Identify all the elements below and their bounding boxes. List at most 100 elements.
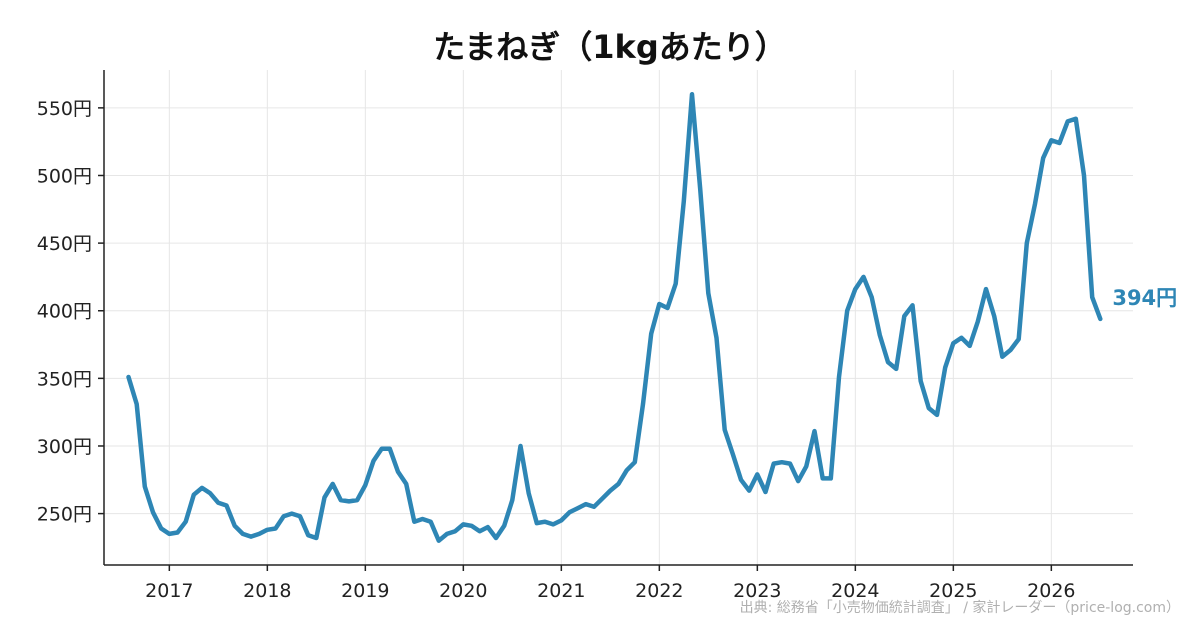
data-point bbox=[592, 505, 596, 509]
data-point bbox=[764, 490, 768, 494]
data-point bbox=[813, 429, 817, 433]
data-point bbox=[804, 464, 808, 468]
x-tick-label: 2021 bbox=[537, 580, 585, 602]
data-point bbox=[1025, 241, 1029, 245]
data-point bbox=[290, 512, 294, 516]
data-point bbox=[723, 428, 727, 432]
x-tick-label: 2020 bbox=[439, 580, 487, 602]
data-point bbox=[715, 336, 719, 340]
data-point bbox=[608, 489, 612, 493]
data-point bbox=[429, 520, 433, 524]
data-point bbox=[519, 444, 523, 448]
data-point bbox=[674, 282, 678, 286]
data-point bbox=[1009, 348, 1013, 352]
data-point bbox=[135, 402, 139, 406]
data-point bbox=[151, 510, 155, 514]
data-point bbox=[951, 341, 955, 345]
data-point bbox=[265, 528, 269, 532]
data-point bbox=[919, 379, 923, 383]
data-point bbox=[355, 498, 359, 502]
data-point bbox=[535, 521, 539, 525]
data-point bbox=[690, 92, 694, 96]
x-tick-label: 2018 bbox=[243, 580, 291, 602]
data-point bbox=[347, 499, 351, 503]
data-point bbox=[1074, 117, 1078, 121]
data-point bbox=[127, 375, 131, 379]
data-point bbox=[600, 497, 604, 501]
y-tick-label: 550円 bbox=[37, 98, 92, 120]
data-point bbox=[706, 291, 710, 295]
data-point bbox=[159, 527, 163, 531]
data-point bbox=[625, 468, 629, 472]
data-point bbox=[780, 460, 784, 464]
data-point bbox=[862, 275, 866, 279]
data-point bbox=[821, 476, 825, 480]
data-point bbox=[445, 532, 449, 536]
data-point bbox=[1066, 119, 1070, 123]
x-tick-label: 2017 bbox=[145, 580, 193, 602]
data-point bbox=[176, 531, 180, 535]
data-point bbox=[339, 498, 343, 502]
data-point bbox=[551, 522, 555, 526]
data-point bbox=[233, 524, 237, 528]
data-point bbox=[1049, 138, 1053, 142]
data-point bbox=[902, 314, 906, 318]
chart-title: たまねぎ（1kgあたり） bbox=[433, 28, 787, 66]
data-point bbox=[200, 486, 204, 490]
data-point bbox=[208, 491, 212, 495]
data-point bbox=[935, 413, 939, 417]
data-point bbox=[143, 485, 147, 489]
source-note: 出典: 総務省「小売物価統計調査」 / 家計レーダー（price-log.com… bbox=[740, 599, 1180, 616]
data-point bbox=[306, 533, 310, 537]
data-point bbox=[788, 462, 792, 466]
data-point bbox=[380, 447, 384, 451]
data-point bbox=[372, 459, 376, 463]
data-point bbox=[943, 366, 947, 370]
data-point bbox=[470, 524, 474, 528]
data-point bbox=[1098, 317, 1102, 321]
data-point bbox=[184, 520, 188, 524]
data-point bbox=[1000, 355, 1004, 359]
data-point bbox=[241, 532, 245, 536]
data-point bbox=[886, 360, 890, 364]
data-point bbox=[992, 314, 996, 318]
data-point bbox=[731, 452, 735, 456]
gridlines bbox=[104, 70, 1133, 565]
data-point bbox=[870, 295, 874, 299]
data-point bbox=[167, 532, 171, 536]
data-point bbox=[976, 320, 980, 324]
data-point bbox=[331, 482, 335, 486]
data-point bbox=[510, 498, 514, 502]
x-tick-label: 2023 bbox=[733, 580, 781, 602]
y-tick-label: 350円 bbox=[37, 368, 92, 390]
data-point bbox=[911, 303, 915, 307]
data-point bbox=[666, 306, 670, 310]
data-point bbox=[633, 460, 637, 464]
data-point bbox=[216, 501, 220, 505]
data-point bbox=[829, 476, 833, 480]
data-point bbox=[559, 518, 563, 522]
data-point bbox=[249, 535, 253, 539]
data-point bbox=[1017, 337, 1021, 341]
series-layer bbox=[126, 92, 1103, 543]
data-point bbox=[1090, 295, 1094, 299]
data-point bbox=[894, 367, 898, 371]
data-point bbox=[1033, 202, 1037, 206]
data-point bbox=[845, 309, 849, 313]
data-point bbox=[421, 517, 425, 521]
data-point bbox=[502, 524, 506, 528]
data-point bbox=[682, 199, 686, 203]
data-point bbox=[649, 332, 653, 336]
data-point bbox=[527, 491, 531, 495]
data-point bbox=[412, 520, 416, 524]
y-tick-label: 300円 bbox=[37, 436, 92, 458]
data-point bbox=[461, 522, 465, 526]
x-tick-label: 2022 bbox=[635, 580, 683, 602]
data-point bbox=[968, 344, 972, 348]
data-point bbox=[641, 402, 645, 406]
data-point bbox=[363, 483, 367, 487]
data-point bbox=[388, 447, 392, 451]
data-point bbox=[404, 482, 408, 486]
data-point bbox=[543, 520, 547, 524]
data-point bbox=[1058, 141, 1062, 145]
